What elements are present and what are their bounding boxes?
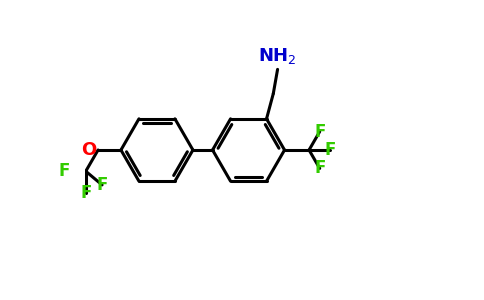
Text: NH$_2$: NH$_2$ (258, 46, 297, 66)
Text: F: F (314, 123, 325, 141)
Text: F: F (59, 162, 70, 180)
Text: F: F (80, 184, 91, 202)
Text: F: F (314, 159, 325, 177)
Text: F: F (96, 176, 108, 194)
Text: O: O (81, 141, 96, 159)
Text: F: F (325, 141, 336, 159)
